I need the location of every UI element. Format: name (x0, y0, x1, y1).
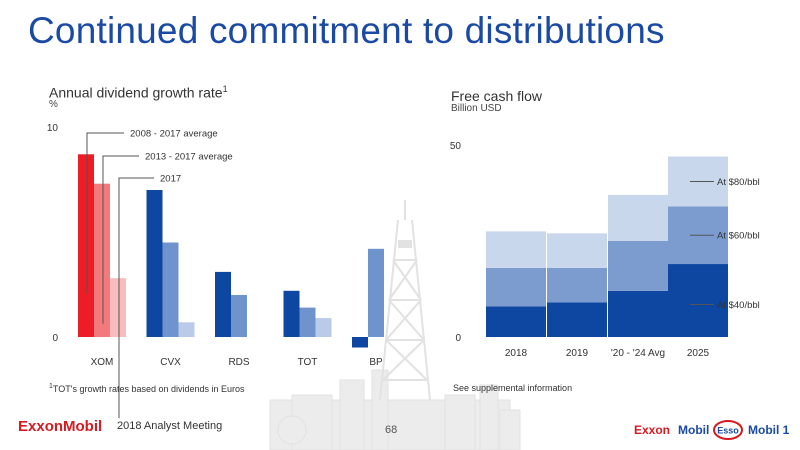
fcf-scenario-label-1: At $60/bbl (717, 231, 760, 242)
dividend-bar-tot-1 (299, 307, 316, 337)
dividend-legend-line-2 (118, 177, 154, 419)
dividend-chart-unit: % (49, 99, 58, 110)
esso-logo: Esso (717, 426, 739, 436)
fcf-bar-1-0 (547, 302, 607, 337)
dividend-xtick-xom: XOM (91, 357, 114, 368)
fcf-chart-unit: Billion USD (451, 103, 502, 114)
dividend-bar-xom-2 (110, 278, 126, 337)
footer-meeting: 2018 Analyst Meeting (117, 420, 223, 432)
fcf-bar-3-0 (668, 264, 728, 337)
dividend-ytick-0: 0 (52, 333, 58, 344)
dividend-bar-bp-0 (352, 337, 368, 348)
dividend-bar-rds-0 (215, 271, 231, 337)
fcf-ytick-0: 0 (455, 333, 461, 344)
dividend-bar-tot-0 (283, 290, 300, 337)
fcf-bar-1-2 (547, 233, 607, 268)
svg-text:ExxonMobil: ExxonMobil (18, 418, 102, 435)
fcf-xtick-0: 2018 (505, 348, 528, 359)
fcf-scenario-label-2: At $80/bbl (717, 177, 760, 188)
fcf-scenario-label-0: At $40/bbl (717, 300, 760, 311)
fcf-bar-2-0 (608, 290, 668, 337)
esso-logo-oval (713, 420, 743, 440)
dividend-xtick-bp: BP (369, 357, 383, 368)
dividend-bar-xom-1 (94, 183, 110, 337)
dividend-xtick-cvx: CVX (160, 357, 181, 368)
fcf-xtick-2: '20 - '24 Avg (611, 348, 665, 359)
dividend-legend-line-1 (102, 155, 139, 324)
mobil1-logo: Mobil 1 (748, 423, 790, 437)
exxonmobil-logo: ExxonMobil (18, 418, 102, 435)
fcf-chart-title: Free cash flow (451, 88, 543, 104)
dividend-legend-label-1: 2013 - 2017 average (145, 152, 233, 163)
dividend-legend-label-2: 2017 (160, 174, 181, 185)
fcf-footnote: See supplemental information (453, 383, 573, 393)
dividend-legend-line-0 (86, 132, 124, 295)
mobil-logo: Mobil (678, 423, 709, 437)
dividend-bar-bp-1 (368, 248, 384, 337)
fcf-bar-0-1 (486, 267, 546, 307)
dividend-xtick-rds: RDS (228, 357, 249, 368)
dividend-bar-cvx-1 (162, 242, 179, 337)
dividend-legend-label-0: 2008 - 2017 average (130, 129, 218, 140)
slide-title: Continued commitment to distributions (28, 10, 665, 51)
fcf-xtick-3: 2025 (687, 348, 710, 359)
dividend-xtick-tot: TOT (298, 357, 318, 368)
dividend-bar-rds-1 (231, 295, 247, 337)
fcf-bar-0-2 (486, 231, 546, 268)
dividend-chart-title: Annual dividend growth rate1 (49, 84, 228, 101)
fcf-bar-0-0 (486, 306, 546, 337)
brand-logos: Exxon Mobil Esso Mobil 1 (634, 420, 790, 440)
dividend-bar-tot-2 (315, 318, 332, 337)
fcf-xtick-1: 2019 (566, 348, 589, 359)
dividend-footnote: 1TOT's growth rates based on dividends i… (49, 383, 245, 394)
exxon-logo: Exxon (634, 423, 670, 437)
fcf-bar-2-2 (608, 194, 668, 241)
page-number: 68 (385, 424, 398, 436)
fcf-bar-1-1 (547, 267, 607, 303)
fcf-bar-2-1 (608, 241, 668, 291)
dividend-bar-xom-0 (78, 154, 94, 337)
dividend-bar-cvx-2 (178, 322, 195, 337)
dividend-bar-cvx-0 (146, 190, 163, 337)
fcf-ytick-50: 50 (450, 141, 462, 152)
dividend-ytick-10: 10 (47, 123, 59, 134)
